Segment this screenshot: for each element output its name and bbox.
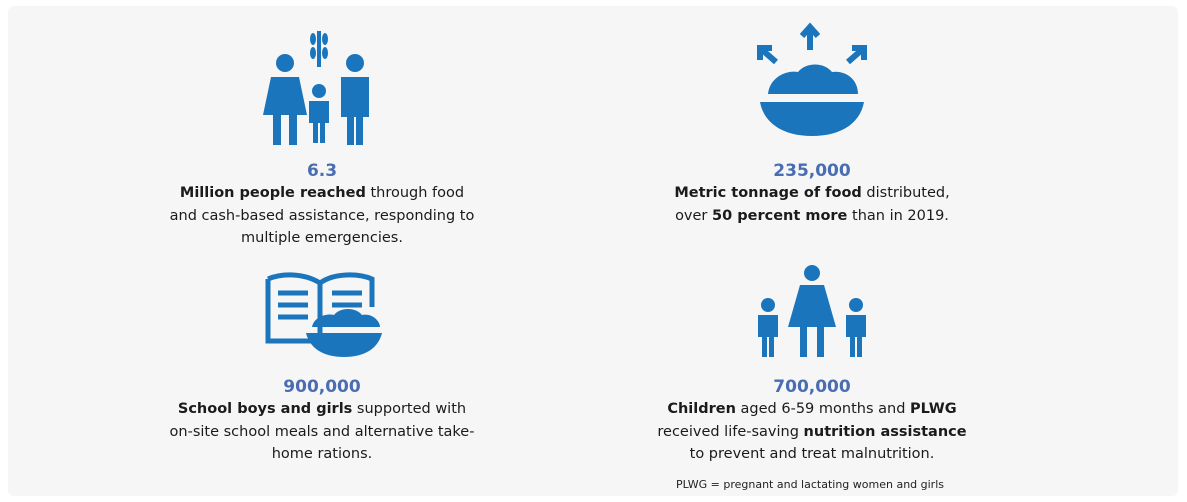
stat-number: 900,000 <box>283 377 361 397</box>
text: distributed, <box>866 185 950 201</box>
stat-item: 6.3 Million people reached through food an… <box>102 160 542 250</box>
text: to prevent and treat malnutrition. <box>689 446 935 462</box>
description-line: Million people reached through food <box>102 182 542 205</box>
stat-number: 700,000 <box>773 377 851 397</box>
mother-children-icon <box>758 265 866 357</box>
bold-text: School boys and girls <box>177 401 353 417</box>
text: supported with <box>356 401 467 417</box>
food-icon <box>757 22 867 136</box>
description-line: to prevent and treat malnutrition. <box>592 443 1032 466</box>
footnote: PLWG = pregnant and lactating women and … <box>676 478 944 491</box>
description-line: Metric tonnage of food distributed, <box>592 182 1032 205</box>
description-line: and cash-based assistance, responding to <box>102 205 542 228</box>
description-line: over 50 percent more than in 2019. <box>592 205 1032 228</box>
text: on-site school meals and alternative tak… <box>169 423 475 440</box>
description-line: home rations. <box>102 443 542 466</box>
text: through food <box>370 185 465 201</box>
bold-text: Children <box>667 401 736 417</box>
panel <box>8 6 1178 496</box>
stat-item: 235,000 Metric tonnage of food distribute… <box>592 160 1032 227</box>
bold-text: 50 percent more <box>712 207 848 224</box>
text: received life-saving <box>657 423 799 440</box>
text: multiple emergencies. <box>241 230 403 246</box>
stat-number: 235,000 <box>773 161 851 181</box>
bold-text: nutrition assistance <box>803 423 967 440</box>
description-line: School boys and girls supported with <box>102 398 542 421</box>
text: than in 2019. <box>852 207 949 224</box>
stat-item: 700,000 Children aged 6-59 months and PLW… <box>592 376 1032 466</box>
stat-number: 6.3 <box>306 161 338 181</box>
description-line: Children aged 6-59 months and PLWG <box>592 398 1032 421</box>
description-line: multiple emergencies. <box>102 227 542 250</box>
family-icon <box>263 31 369 145</box>
description-line: on-site school meals and alternative tak… <box>102 421 542 444</box>
bold-text: PLWG <box>910 401 957 417</box>
book-icon <box>265 272 382 357</box>
stat-item: 900,000 School boys and girls supported w… <box>102 376 542 466</box>
description-line: received life-saving nutrition assistanc… <box>592 421 1032 444</box>
bold-text: Metric tonnage of food <box>674 185 862 201</box>
text: aged 6-59 months and <box>740 401 906 417</box>
text: and cash-based assistance, responding to <box>169 207 475 224</box>
bold-text: Million people reached <box>179 185 366 201</box>
text: home rations. <box>271 446 373 462</box>
text: over <box>675 207 708 224</box>
